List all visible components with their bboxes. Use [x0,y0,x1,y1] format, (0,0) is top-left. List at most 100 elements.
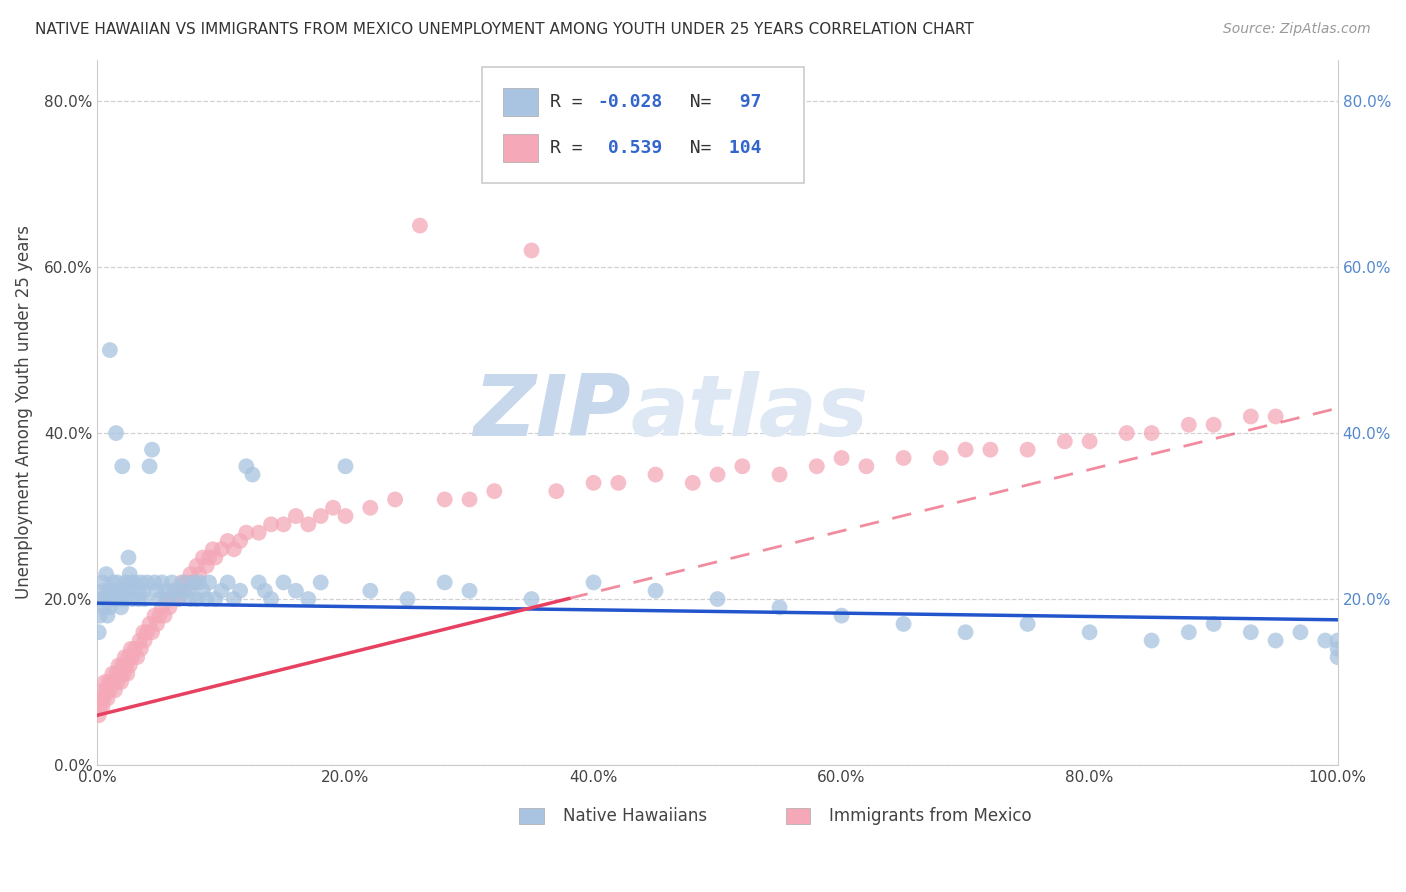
Text: Source: ZipAtlas.com: Source: ZipAtlas.com [1223,22,1371,37]
Point [111,459,134,474]
Point [177,575,200,590]
FancyBboxPatch shape [503,134,537,161]
Point [163,583,186,598]
Point [1315,633,1337,648]
Point [132,625,155,640]
Point [955,442,977,457]
Point [163,583,186,598]
Point [120,641,142,656]
Point [110,600,132,615]
Point [186,592,208,607]
Point [124,641,146,656]
Point [156,592,179,607]
Point [141,442,163,457]
Point [384,492,406,507]
Point [127,583,149,598]
Point [211,542,233,557]
Text: -0.028: -0.028 [598,93,662,111]
Point [129,641,152,656]
Point [121,592,143,607]
Point [105,575,128,590]
Point [235,525,257,540]
Point [204,592,226,607]
Point [273,575,295,590]
Point [183,575,205,590]
Point [115,666,138,681]
Point [96,691,118,706]
Point [157,592,180,607]
Point [359,583,381,598]
Point [153,608,176,623]
Point [191,583,214,598]
Point [170,583,193,598]
Point [143,608,166,623]
Point [105,425,128,440]
Point [117,650,139,665]
Point [98,683,121,698]
Point [112,583,135,598]
Point [104,683,127,698]
Text: N=: N= [668,139,711,157]
Point [831,450,853,465]
Point [217,533,239,548]
Point [98,343,121,357]
Point [188,575,211,590]
Point [204,550,226,565]
Y-axis label: Unemployment Among Youth under 25 years: Unemployment Among Youth under 25 years [15,226,32,599]
Point [253,583,276,598]
Point [150,600,173,615]
Point [134,633,156,648]
Point [284,583,307,598]
Point [1240,625,1263,640]
Point [101,666,124,681]
Text: 104: 104 [717,139,761,157]
Point [150,575,173,590]
Point [309,509,332,524]
Text: atlas: atlas [631,371,869,454]
Point [731,459,754,474]
Point [96,567,118,582]
Point [297,517,319,532]
Point [127,592,149,607]
Point [644,467,666,482]
Point [1140,425,1163,440]
Point [108,592,131,607]
Text: R =: R = [550,93,593,111]
Point [138,459,160,474]
Point [297,592,319,607]
Point [186,558,208,573]
Point [222,592,245,607]
Point [93,683,115,698]
Point [322,500,344,515]
Point [91,700,114,714]
Point [433,575,456,590]
Text: Native Hawaiians: Native Hawaiians [562,807,707,825]
Point [107,583,129,598]
Point [191,550,214,565]
Point [155,583,177,598]
Point [309,575,332,590]
Point [173,583,195,598]
Point [1078,625,1101,640]
Text: Immigrants from Mexico: Immigrants from Mexico [830,807,1032,825]
Point [103,575,125,590]
Point [157,600,180,615]
Point [433,492,456,507]
Point [768,467,790,482]
Point [112,666,135,681]
Point [179,567,201,582]
Point [148,592,170,607]
Text: ZIP: ZIP [472,371,631,454]
Point [98,600,121,615]
Point [201,542,224,557]
Point [211,583,233,598]
Point [117,550,139,565]
Point [115,575,138,590]
Point [520,592,543,607]
Point [893,450,915,465]
Point [1240,409,1263,424]
Point [247,525,270,540]
Point [173,575,195,590]
Point [100,592,122,607]
Point [222,542,245,557]
